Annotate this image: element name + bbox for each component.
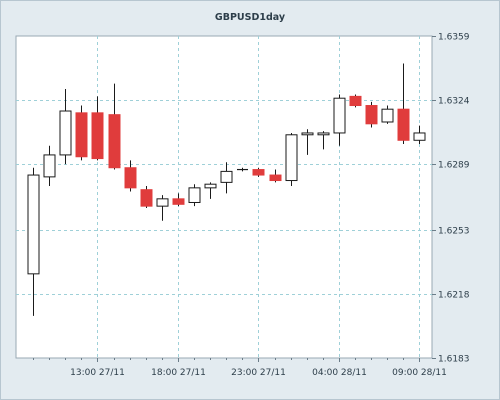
x-tick-label: 18:00 27/11 — [151, 368, 206, 378]
candle-body — [269, 174, 282, 182]
candle-down — [365, 101, 378, 128]
candle-up — [333, 94, 346, 146]
candle-up — [285, 132, 298, 187]
candle-down — [75, 105, 88, 161]
candle-down — [269, 169, 282, 183]
candle-up — [220, 162, 233, 194]
x-axis: 13:00 27/11 18:00 27/11 23:00 27/11 04:00 2… — [33, 358, 447, 378]
candle-body — [365, 105, 378, 125]
candle-up — [43, 145, 56, 187]
candle-body — [91, 112, 104, 160]
candle-body — [397, 108, 410, 141]
x-tick-label: 13:00 27/11 — [70, 368, 125, 378]
y-tick-label: 1.6183 — [438, 355, 470, 365]
candle-body — [75, 112, 88, 158]
x-tick-label: 23:00 27/11 — [231, 368, 286, 378]
candle-up — [188, 184, 201, 207]
chart-title: GBPUSD1day — [214, 12, 286, 23]
candle-body — [349, 95, 362, 107]
candle-down — [349, 94, 362, 108]
candle-up — [301, 129, 314, 155]
candle-body — [59, 110, 72, 156]
candles — [27, 63, 426, 316]
candle-up — [27, 167, 40, 316]
candle-up — [317, 131, 330, 150]
candle-body — [413, 132, 426, 141]
y-tick-label: 1.6218 — [438, 291, 470, 301]
candle-down — [252, 167, 265, 177]
candle-body — [204, 183, 217, 189]
y-tick-label: 1.6253 — [438, 227, 470, 237]
candle-up — [381, 105, 394, 124]
candle-body — [156, 198, 169, 207]
candle-body — [43, 154, 56, 178]
x-tick-label: 09:00 28/11 — [392, 368, 447, 378]
candle-up — [204, 182, 217, 199]
candle-body — [317, 132, 330, 136]
candle-body — [172, 198, 185, 205]
candle-down — [397, 63, 410, 144]
candle-down — [91, 96, 104, 161]
candle-body — [381, 108, 394, 123]
candle-body — [301, 132, 314, 136]
candle-body — [188, 187, 201, 203]
candle-up — [59, 89, 72, 165]
candle-down — [140, 186, 153, 208]
candle-body — [27, 174, 40, 275]
plot-area — [15, 35, 433, 359]
candle-down — [108, 83, 121, 170]
candle-body — [124, 167, 137, 189]
y-axis: 1.6359 1.6324 1.6289 1.6253 1.6218 1.6183 — [432, 33, 470, 365]
candle-down — [124, 160, 137, 192]
candle-up — [237, 167, 248, 172]
x-tick-label: 04:00 28/11 — [312, 368, 367, 378]
candle-body — [252, 169, 265, 176]
y-tick-label: 1.6324 — [438, 97, 470, 107]
candle-body — [108, 114, 121, 169]
candle-down — [172, 193, 185, 207]
candle-body — [285, 134, 298, 182]
y-tick-label: 1.6289 — [438, 161, 470, 171]
candle-body — [140, 189, 153, 207]
candle-body — [333, 97, 346, 134]
y-tick-label: 1.6359 — [438, 33, 470, 43]
candle-up — [156, 195, 169, 221]
candle-up — [413, 125, 426, 144]
candle-body — [220, 170, 233, 183]
